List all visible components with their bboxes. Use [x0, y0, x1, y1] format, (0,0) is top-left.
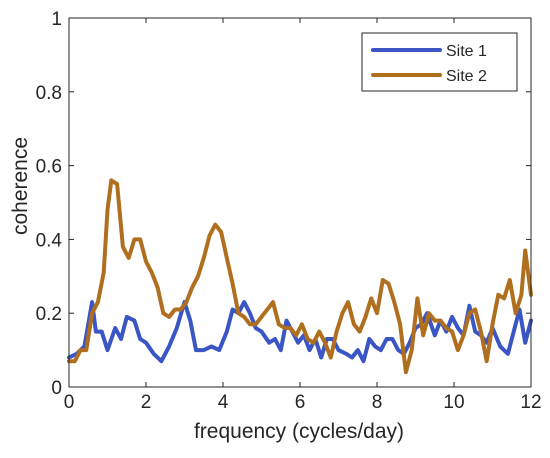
- y-tick-label: 0.8: [36, 83, 62, 104]
- y-tick-label: 0: [51, 378, 62, 399]
- y-tick-label: 0.2: [36, 304, 62, 325]
- y-tick-label: 1: [51, 9, 62, 30]
- x-tick-label: 2: [141, 392, 152, 413]
- legend: Site 1 Site 2: [361, 32, 518, 92]
- series-line-1: [67, 300, 533, 364]
- legend-label-1: Site 1: [446, 43, 487, 60]
- x-tick-label: 4: [218, 392, 229, 413]
- x-tick-label: 12: [520, 392, 541, 413]
- y-tick-label: 0.4: [36, 230, 63, 251]
- x-tick-label: 10: [443, 392, 464, 413]
- x-tick-label: 0: [64, 392, 75, 413]
- y-tick-label: 0.6: [36, 157, 62, 178]
- x-axis-title: frequency (cycles/day): [194, 420, 404, 443]
- y-axis-title: coherence: [9, 137, 32, 235]
- series-line-2: [67, 178, 533, 375]
- legend-box: [361, 32, 518, 92]
- x-tick-label: 6: [295, 392, 306, 413]
- legend-label-2: Site 2: [446, 68, 487, 85]
- x-tick-label: 8: [372, 392, 383, 413]
